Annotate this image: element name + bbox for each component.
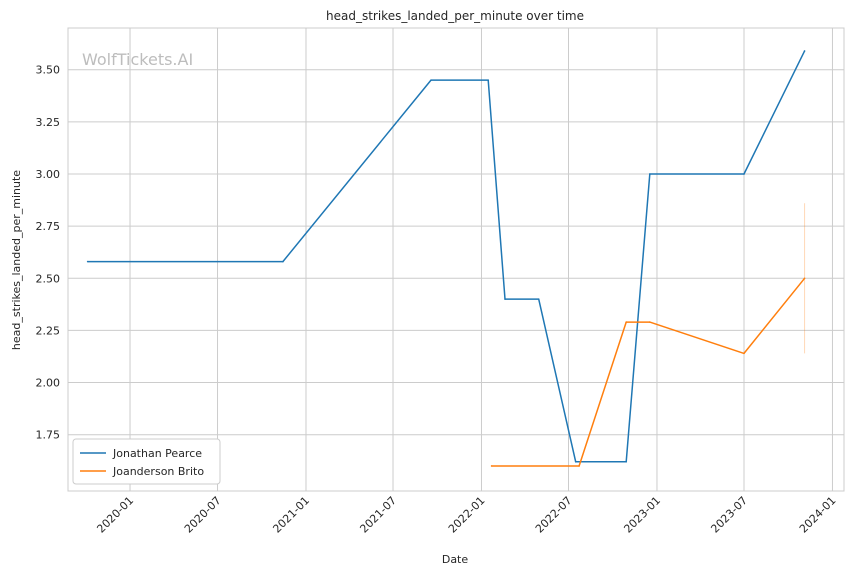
data-point-joanderson-brito [648,321,651,323]
x-axis-label: Date [442,553,469,566]
legend-box [72,438,221,485]
grid [68,28,844,491]
data-point-joanderson-brito [625,321,628,323]
y-tick-label: 2.25 [36,324,61,337]
y-tick-label: 2.75 [36,220,61,233]
data-point-jonathan-pearce [648,173,651,175]
data-point-joanderson-brito [803,277,806,280]
data-point-jonathan-pearce [625,461,628,463]
chart-title: head_strikes_landed_per_minute over time [326,9,584,23]
data-point-joanderson-brito [743,352,745,355]
y-tick-label: 3.00 [36,168,61,181]
watermark: WolfTickets.AI [82,50,193,69]
y-axis-ticks: 1.75 2.00 2.25 2.50 2.75 3.00 3.25 3.50 [36,64,61,442]
data-point-jonathan-pearce [504,298,506,300]
y-axis-label: head_strikes_landed_per_minute [10,170,23,350]
legend-label-jonathan-pearce: Jonathan Pearce [112,447,202,460]
data-point-jonathan-pearce [803,50,806,52]
legend: Jonathan Pearce Joanderson Brito [72,438,221,485]
data-point-jonathan-pearce [574,461,577,463]
y-tick-label: 2.00 [36,377,61,390]
data-point-jonathan-pearce [282,260,284,263]
data-point-jonathan-pearce [86,260,89,263]
data-point-joanderson-brito [578,465,580,467]
y-tick-label: 3.50 [36,64,61,77]
y-tick-label: 2.50 [36,272,61,285]
legend-label-joanderson-brito: Joanderson Brito [112,465,204,478]
data-point-joanderson-brito [490,465,493,467]
series-layer [86,50,806,467]
data-point-jonathan-pearce [430,79,432,81]
data-point-jonathan-pearce [487,79,490,81]
y-tick-label: 3.25 [36,116,61,129]
plot-area [67,27,845,492]
data-point-jonathan-pearce [743,173,745,175]
data-point-jonathan-pearce [537,298,540,300]
series-line-joanderson-brito [491,277,806,467]
y-tick-label: 1.75 [36,429,61,442]
